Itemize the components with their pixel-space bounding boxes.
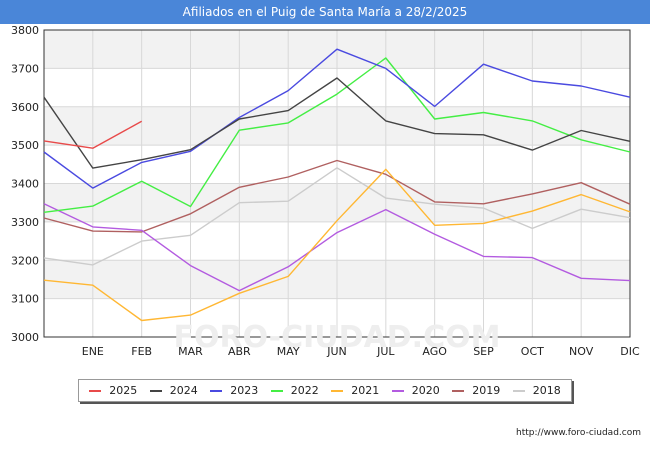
series-line-2020 [43,203,631,292]
legend-swatch [512,389,525,392]
legend-item-2019: 2019 [452,384,500,397]
series-line-2022 [43,57,631,213]
legend-label: 2019 [472,384,501,397]
x-tick-label: AGO [422,345,447,358]
legend-swatch [89,389,102,392]
series-line-2023 [43,48,631,189]
legend-label: 2022 [290,384,319,397]
x-tick-label: OCT [521,345,544,358]
x-tick-label: DIC [620,345,640,358]
legend-label: 2018 [532,384,561,397]
series-line-2025 [43,120,143,149]
legend-item-2023: 2023 [210,384,258,397]
legend-item-2020: 2020 [391,384,440,397]
y-tick-label: 3200 [11,254,39,267]
legend-label: 2020 [411,384,440,397]
legend-swatch [331,389,344,392]
source-url-link[interactable]: http://www.foro-ciudad.com [516,428,641,438]
legend-item-2024: 2024 [149,384,198,397]
legend-swatch [270,389,283,392]
x-tick-label: ENE [82,345,104,358]
x-tick-label: JUL [376,345,395,358]
series-line-2018 [43,167,631,266]
legend-swatch [452,389,465,392]
x-tick-label: ABR [228,345,251,358]
y-tick-label: 3800 [11,24,39,37]
y-tick-label: 3400 [11,178,39,191]
y-tick-label: 3600 [11,101,39,114]
legend-label: 2024 [169,384,198,397]
legend-item-2018: 2018 [512,384,561,397]
series-line-2024 [43,77,631,169]
series-line-2021 [43,168,631,322]
x-tick-label: MAY [277,345,300,358]
chart-legend: 2025 2024 2023 2022 2021 2020 2019 2018 [78,379,572,402]
chart-title: Afiliados en el Puig de Santa María a 28… [0,0,650,24]
legend-item-2021: 2021 [331,384,379,397]
y-tick-label: 3500 [11,139,39,152]
legend-item-2025: 2025 [89,384,137,397]
legend-swatch [210,389,223,392]
x-tick-label: MAR [178,345,203,358]
series-line-2019 [43,159,631,233]
y-tick-label: 3300 [11,216,39,229]
x-tick-label: FEB [131,345,152,358]
y-tick-label: 3000 [11,331,39,344]
legend-item-2022: 2022 [270,384,319,397]
watermark-text: FORO-CIUDAD.COM [174,320,501,355]
legend-label: 2023 [230,384,259,397]
legend-label: 2021 [351,384,380,397]
x-tick-label: NOV [569,345,594,358]
y-tick-label: 3100 [11,293,39,306]
x-tick-label: JUN [326,345,347,358]
legend-swatch [391,389,404,392]
y-tick-label: 3700 [11,62,39,75]
plot-frame [43,29,631,338]
legend-swatch [149,389,162,392]
legend-label: 2025 [109,384,138,397]
x-tick-label: SEP [473,345,494,358]
